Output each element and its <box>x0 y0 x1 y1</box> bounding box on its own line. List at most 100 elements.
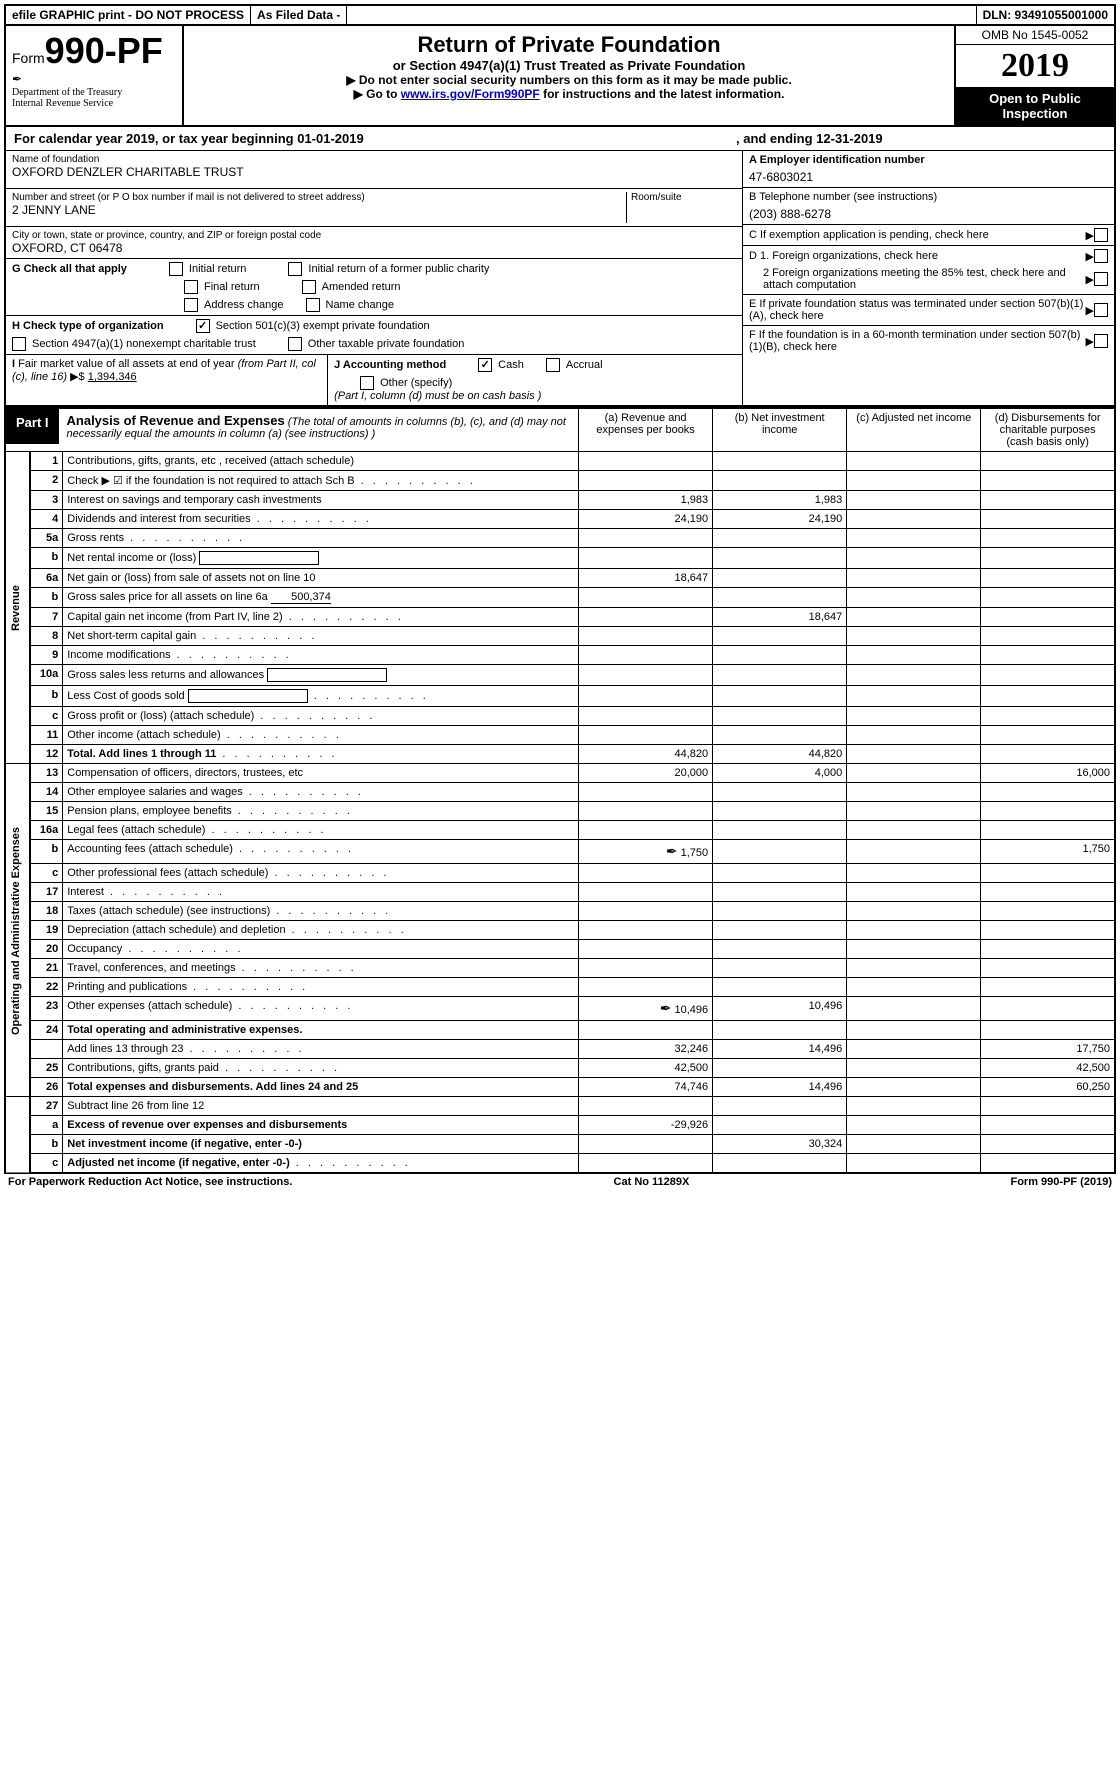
row-number: c <box>30 864 63 883</box>
row-number: 21 <box>30 959 63 978</box>
open-public-badge: Open to Public Inspection <box>956 87 1114 125</box>
final-return-checkbox[interactable] <box>184 280 198 294</box>
row-number: 24 <box>30 1021 63 1040</box>
street-addr-label: Number and street (or P O box number if … <box>12 192 626 203</box>
row-value-d <box>981 1097 1115 1116</box>
cat-number: Cat No 11289X <box>614 1176 690 1188</box>
row-number: 11 <box>30 726 63 745</box>
irs-logo-icon: ✒ <box>12 72 176 87</box>
row-number: 18 <box>30 902 63 921</box>
row-value-d <box>981 783 1115 802</box>
row-description: Pension plans, employee benefits <box>63 802 579 821</box>
col-b-header: (b) Net investment income <box>713 408 847 452</box>
accrual-checkbox[interactable] <box>546 358 560 372</box>
row-value-a <box>579 1097 713 1116</box>
row-value-b <box>713 548 847 569</box>
row-value-c <box>847 959 981 978</box>
cal-year-begin: For calendar year 2019, or tax year begi… <box>14 131 364 146</box>
row-value-a: ✒ 1,750 <box>579 840 713 864</box>
row-value-b <box>713 783 847 802</box>
row-value-a <box>579 627 713 646</box>
row-value-b: 24,190 <box>713 510 847 529</box>
row-value-d <box>981 569 1115 588</box>
row-number: 12 <box>30 745 63 764</box>
as-filed-label: As Filed Data - <box>251 6 347 24</box>
page-footer: For Paperwork Reduction Act Notice, see … <box>4 1174 1116 1190</box>
row-value-c <box>847 452 981 471</box>
row-number: 16a <box>30 821 63 840</box>
row-value-d <box>981 471 1115 491</box>
row-value-a <box>579 686 713 707</box>
h-check-label: H Check type of organization <box>12 320 164 332</box>
row-value-c <box>847 764 981 783</box>
d1-foreign-checkbox[interactable] <box>1094 249 1108 263</box>
row-description: Interest on savings and temporary cash i… <box>63 491 579 510</box>
other-method-checkbox[interactable] <box>360 376 374 390</box>
row-value-b <box>713 529 847 548</box>
dept-irs: Internal Revenue Service <box>12 98 176 109</box>
row-value-c <box>847 569 981 588</box>
row-value-c <box>847 529 981 548</box>
row-value-b <box>713 921 847 940</box>
attachment-icon[interactable]: ✒ <box>666 843 678 860</box>
row-number: c <box>30 707 63 726</box>
a-ein-label: A Employer identification number <box>749 154 1108 166</box>
row-value-c <box>847 921 981 940</box>
row-value-d: 17,750 <box>981 1040 1115 1059</box>
row-description: Gross sales less returns and allowances <box>63 665 579 686</box>
row-value-a <box>579 1021 713 1040</box>
row-value-c <box>847 627 981 646</box>
street-addr-value: 2 JENNY LANE <box>12 203 626 217</box>
row-value-a <box>579 588 713 608</box>
cash-checkbox[interactable] <box>478 358 492 372</box>
other-taxable-checkbox[interactable] <box>288 337 302 351</box>
row-value-c <box>847 1154 981 1174</box>
address-change-checkbox[interactable] <box>184 298 198 312</box>
d2-85pct-checkbox[interactable] <box>1094 272 1108 286</box>
row-value-a <box>579 864 713 883</box>
row-value-c <box>847 665 981 686</box>
row-value-c <box>847 510 981 529</box>
row-number: 23 <box>30 997 63 1021</box>
row-value-b <box>713 959 847 978</box>
irs-link[interactable]: www.irs.gov/Form990PF <box>401 87 540 101</box>
initial-return-former-checkbox[interactable] <box>288 262 302 276</box>
row-number: b <box>30 1135 63 1154</box>
row-value-b <box>713 569 847 588</box>
501c3-checkbox[interactable] <box>196 319 210 333</box>
name-change-checkbox[interactable] <box>306 298 320 312</box>
dln-label: DLN: 93491055001000 <box>977 6 1114 24</box>
row-value-a <box>579 783 713 802</box>
row-value-b <box>713 940 847 959</box>
row-number: 2 <box>30 471 63 491</box>
amended-return-checkbox[interactable] <box>302 280 316 294</box>
row-number: b <box>30 588 63 608</box>
row-value-a <box>579 921 713 940</box>
row-value-a <box>579 802 713 821</box>
b-phone-value: (203) 888-6278 <box>749 207 1108 221</box>
row-value-b <box>713 840 847 864</box>
room-suite-label: Room/suite <box>631 192 736 203</box>
4947a1-checkbox[interactable] <box>12 337 26 351</box>
row-value-d <box>981 940 1115 959</box>
row-value-d <box>981 588 1115 608</box>
row-description: Net gain or (loss) from sale of assets n… <box>63 569 579 588</box>
row-value-a <box>579 978 713 997</box>
h-opt-1: Section 501(c)(3) exempt private foundat… <box>216 320 430 332</box>
row-description: Interest <box>63 883 579 902</box>
row-value-a <box>579 548 713 569</box>
initial-return-checkbox[interactable] <box>169 262 183 276</box>
row-value-b: 14,496 <box>713 1040 847 1059</box>
e-terminated-checkbox[interactable] <box>1094 303 1108 317</box>
f-60month-checkbox[interactable] <box>1094 334 1108 348</box>
row-number: 7 <box>30 608 63 627</box>
c-exemption-checkbox[interactable] <box>1094 228 1108 242</box>
row-description: Legal fees (attach schedule) <box>63 821 579 840</box>
row-number: b <box>30 686 63 707</box>
row-value-d <box>981 1154 1115 1174</box>
row-value-b <box>713 452 847 471</box>
attachment-icon[interactable]: ✒ <box>660 1000 672 1017</box>
instr-ssn: ▶ Do not enter social security numbers o… <box>190 73 948 87</box>
g-opt-0: Initial return <box>189 263 246 275</box>
row-description: Contributions, gifts, grants, etc , rece… <box>63 452 579 471</box>
